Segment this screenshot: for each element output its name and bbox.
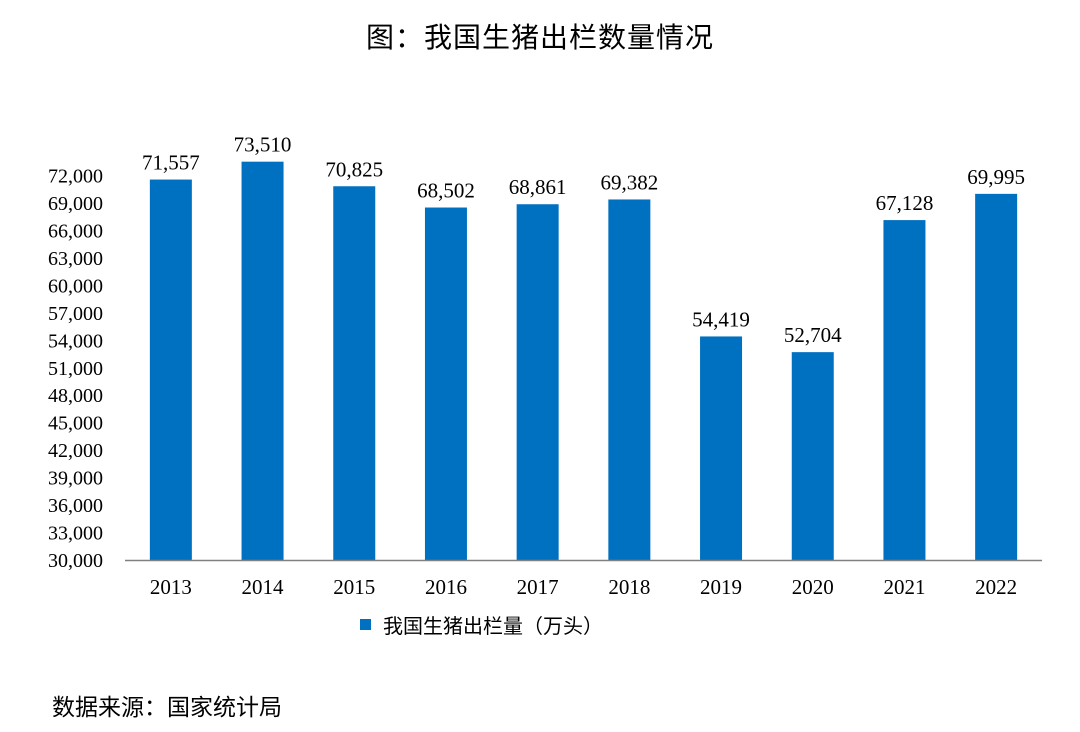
bar-2019 <box>700 336 743 560</box>
y-axis-ticks: 30,000 33,000 36,000 39,000 42,000 45,000 48,0… <box>48 166 103 573</box>
y-tick-label: 51,000 <box>48 358 103 380</box>
x-tick-label: 2015 <box>333 575 375 599</box>
x-tick-label: 2016 <box>425 575 467 599</box>
x-tick-label: 2021 <box>883 575 925 599</box>
bar-2013 <box>149 179 192 561</box>
y-tick-label: 66,000 <box>48 220 103 242</box>
bar-2022 <box>975 193 1018 561</box>
bar-value-labels: 71,557 73,510 70,825 68,502 68,861 69,382 54,4… <box>142 133 1025 347</box>
x-tick-label: 2014 <box>242 575 285 599</box>
bar-value-label: 73,510 <box>234 133 292 157</box>
bar-value-label: 68,861 <box>509 175 567 199</box>
x-tick-label: 2018 <box>608 575 650 599</box>
y-tick-label: 39,000 <box>48 468 103 490</box>
legend-swatch <box>360 619 371 630</box>
bar-value-label: 68,502 <box>417 179 475 203</box>
bar-value-label: 71,557 <box>142 151 200 175</box>
bar-2017 <box>516 204 559 560</box>
y-tick-label: 63,000 <box>48 248 103 270</box>
chart-title: 图：我国生猪出栏数量情况 <box>365 21 714 54</box>
x-tick-label: 2017 <box>517 575 559 599</box>
legend: 我国生猪出栏量（万头） <box>360 610 603 639</box>
x-axis-labels: 2013 2014 2015 2016 2017 2018 2019 2020 2021 2022 <box>150 575 1017 599</box>
source-note: 数据来源：国家统计局 <box>52 695 282 721</box>
y-tick-label: 30,000 <box>48 550 103 572</box>
x-tick-label: 2020 <box>792 575 834 599</box>
bar-2014 <box>241 161 284 560</box>
bar-value-label: 52,704 <box>784 323 842 347</box>
y-tick-label: 36,000 <box>48 495 103 517</box>
x-tick-label: 2022 <box>975 575 1017 599</box>
y-tick-label: 45,000 <box>48 413 103 435</box>
y-tick-label: 48,000 <box>48 385 103 407</box>
y-tick-label: 72,000 <box>48 166 103 188</box>
y-tick-label: 60,000 <box>48 275 103 297</box>
bar-value-label: 67,128 <box>876 191 934 215</box>
y-tick-label: 33,000 <box>48 523 103 545</box>
x-tick-label: 2019 <box>700 575 742 599</box>
legend-label: 我国生猪出栏量（万头） <box>383 614 603 638</box>
y-tick-label: 57,000 <box>48 303 103 325</box>
bar-2020 <box>791 352 834 560</box>
x-tick-label: 2013 <box>150 575 192 599</box>
bar-2018 <box>608 199 651 560</box>
bar-2021 <box>883 220 926 561</box>
bar-2016 <box>424 207 467 560</box>
bar-value-label: 69,995 <box>967 165 1025 189</box>
bar-value-label: 54,419 <box>692 307 750 331</box>
y-tick-label: 69,000 <box>48 193 103 215</box>
bar-2015 <box>333 186 376 561</box>
bars <box>149 161 1018 561</box>
bar-value-label: 69,382 <box>600 170 658 194</box>
y-tick-label: 42,000 <box>48 440 103 462</box>
y-tick-label: 54,000 <box>48 330 103 352</box>
bar-value-label: 70,825 <box>325 157 383 181</box>
